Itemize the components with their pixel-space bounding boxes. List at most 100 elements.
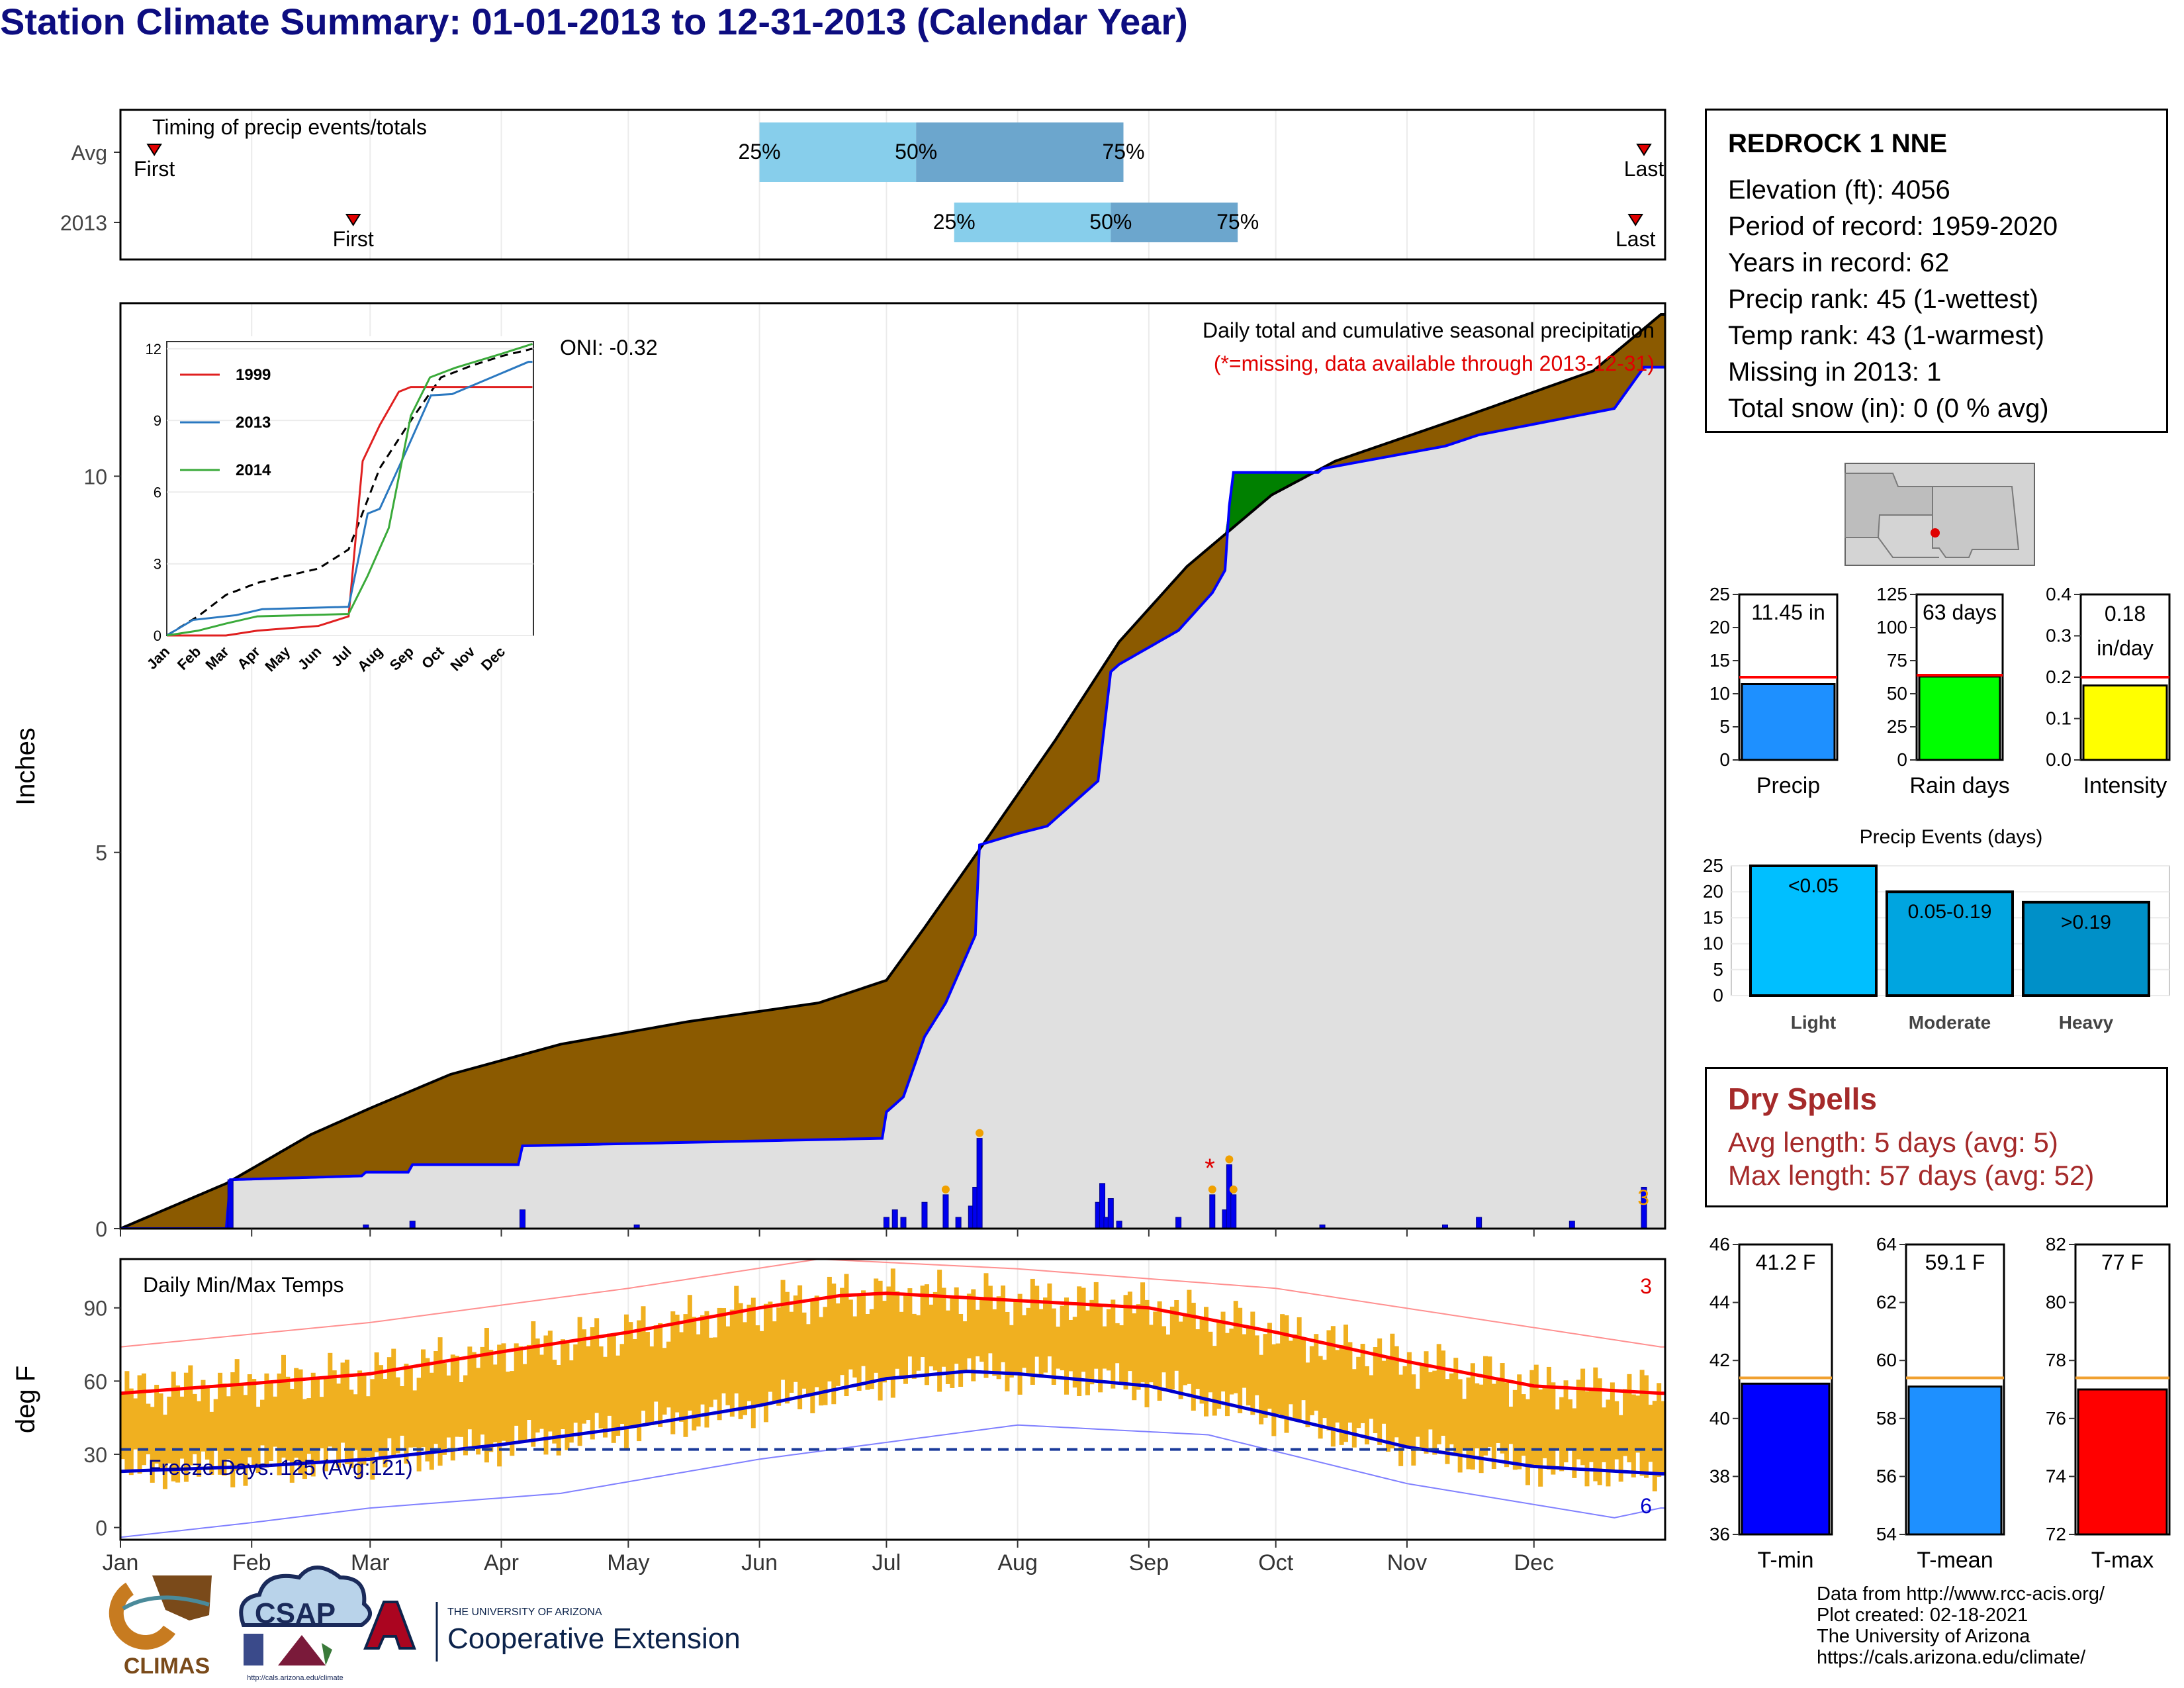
daily-temp-bar [1364,1366,1369,1445]
daily-temp-bar [1153,1311,1158,1389]
tmax-summary-y-tick-label: 74 [2046,1466,2066,1486]
daily-temp-bar [518,1346,523,1443]
daily-temp-bar [552,1360,557,1444]
intensity-summary-label: Intensity [2083,773,2167,798]
daily-temp-bar [467,1346,473,1430]
precip-summary-y-tick-label: 5 [1719,716,1730,737]
precip-y-tick-label: 10 [83,465,107,489]
dry-spells-box: Dry Spells Avg length: 5 days (avg: 5) M… [1705,1067,2168,1207]
timing-last-label: Last [1624,157,1664,181]
raindays-summary-y-tick-label: 100 [1876,617,1907,637]
daily-temp-bar [183,1372,189,1482]
ua-logo: THE UNIVERSITY OF ARIZONA Cooperative Ex… [363,1601,741,1662]
daily-temp-bar [1123,1295,1128,1390]
daily-temp-bar [763,1303,768,1423]
daily-temp-bar [1614,1401,1619,1460]
inset-y-tick-label: 3 [154,556,161,573]
daily-temp-bar [412,1390,418,1448]
timing-p25-label: 25% [933,210,976,234]
daily-temp-bar [577,1317,582,1446]
ua-big-text: Cooperative Extension [447,1622,741,1655]
daily-temp-bar [522,1364,527,1441]
observed-fill [120,367,1665,1229]
daily-temp-bar [1593,1367,1598,1481]
daily-temp-bar [1064,1297,1069,1395]
daily-temp-bar [1030,1278,1035,1385]
month-tick-label: Jun [741,1550,778,1575]
daily-temp-bar [526,1344,531,1421]
freeze-days: Freeze Days: 125 (Avg:121) [148,1456,413,1479]
credits: Data from http://www.rcc-acis.org/ Plot … [1817,1583,2105,1668]
tmax-summary-bar [2077,1388,2168,1536]
daily-temp-bar [336,1383,341,1468]
raindays-summary-bar [1918,675,2001,761]
station-years: Years in record: 62 [1728,248,1950,277]
daily-temp-bar [729,1309,735,1417]
daily-precip-bar [1116,1221,1122,1229]
daily-temp-bar [666,1341,671,1408]
daily-temp-bar [899,1311,904,1379]
daily-temp-bar [302,1399,307,1479]
daily-temp-bar [1466,1377,1471,1470]
daily-precip-bar [409,1221,416,1229]
daily-temp-bar [425,1358,430,1462]
temperature-summary-bars: 36 38 40 42 44 46 41.2 F T-min 54 56 58 60 62 64 59.1 … [1709,1234,2171,1573]
tmin-summary-y-tick-label: 40 [1709,1408,1730,1429]
daily-temp-bar [1512,1389,1518,1470]
daily-temp-bar [1318,1356,1323,1439]
temp-y-label: deg F [11,1366,40,1433]
daily-temp-bar [1424,1351,1429,1454]
daily-temp-bar [1559,1397,1565,1472]
daily-temp-bar [768,1301,773,1392]
timing-q1-bar [759,122,917,182]
daily-temp-bar [1263,1334,1268,1418]
station-precip-rank: Precip rank: 45 (1-wettest) [1728,285,2039,314]
events-category-label: Light [1791,1012,1836,1033]
daily-temp-bar [441,1363,447,1455]
daily-temp-bar [776,1307,782,1406]
daily-temp-bar [1136,1304,1141,1390]
daily-temp-bar [188,1365,193,1466]
inset-y-tick-label: 12 [146,341,161,357]
tmax-summary-value-label: 77 F [2101,1250,2144,1274]
daily-temp-bar [1390,1333,1395,1449]
daily-temp-bar [1144,1299,1150,1407]
daily-temp-bar [641,1306,646,1411]
temp-y-tick-label: 90 [83,1297,107,1321]
inset-legend-label: 2013 [236,414,271,432]
month-tick-label: Sep [1129,1550,1169,1575]
daily-temp-bar [285,1376,291,1461]
daily-temp-bar [1356,1356,1361,1429]
daily-precip-bar [519,1209,525,1229]
daily-temp-bar [924,1284,929,1385]
month-tick-label: Aug [997,1550,1038,1575]
daily-temp-bar [239,1385,244,1466]
location-map [1844,463,2035,566]
daily-temp-bar [1233,1301,1238,1393]
daily-temp-bar [1085,1310,1090,1395]
daily-temp-bar [1457,1379,1463,1473]
daily-temp-bar [1623,1389,1628,1456]
precip-summary-y-tick-label: 25 [1709,584,1730,604]
daily-temp-bar [1470,1363,1475,1470]
daily-temp-bar [1381,1360,1387,1424]
daily-temp-bar [848,1299,853,1370]
daily-temp-bar [582,1329,586,1424]
daily-temp-bar [814,1295,819,1387]
daily-precip-bar [1175,1217,1182,1229]
daily-temp-bar [692,1317,697,1430]
daily-temp-bar [920,1286,925,1358]
daily-temp-bar [539,1354,545,1429]
daily-temp-bar [607,1333,612,1416]
events-y-tick-label: 20 [1703,881,1723,902]
daily-temp-bar [1038,1309,1044,1378]
daily-temp-bar [349,1389,354,1468]
tmin-summary-y-tick-label: 36 [1709,1524,1730,1544]
daily-temp-bar [831,1284,837,1405]
daily-temp-bar [1309,1346,1314,1415]
observed-cumulative-line [120,365,1665,1229]
precip-corner-count: 3 [1637,1186,1649,1209]
avg-min-line [120,1370,1665,1476]
daily-temp-bar [569,1360,574,1443]
daily-temp-bar [128,1388,134,1476]
